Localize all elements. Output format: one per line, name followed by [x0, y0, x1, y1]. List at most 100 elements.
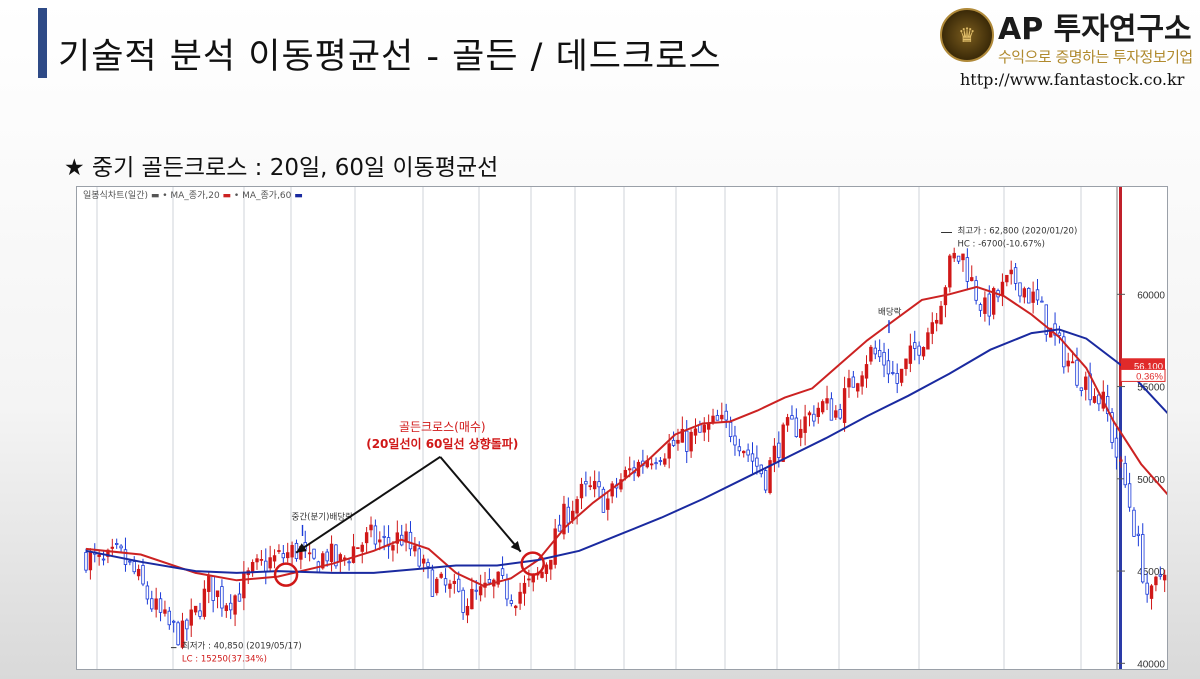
candle-body: [886, 360, 891, 375]
callout-title: 골든크로스(매수): [399, 420, 486, 434]
current-change-label: 0.36%: [1136, 371, 1163, 382]
candle-body: [540, 571, 544, 578]
candle-body: [908, 345, 913, 364]
candle-body: [869, 346, 873, 362]
candle-body: [706, 423, 711, 430]
candle-body: [312, 548, 316, 559]
legend-entry: • MA_종가,60: [231, 190, 292, 201]
candle-body: [781, 424, 785, 462]
candle-body: [237, 593, 242, 602]
y-tick-label: 40000: [1137, 659, 1165, 669]
current-change-tag: [1120, 368, 1166, 382]
candle-body: [522, 582, 527, 594]
y-tick-label: 45000: [1137, 567, 1165, 578]
candle-body: [110, 546, 115, 549]
candle-body: [325, 551, 329, 562]
candle-body: [693, 428, 698, 436]
candle-body: [790, 415, 794, 420]
candle-body: [728, 422, 733, 438]
candle-body: [101, 558, 106, 561]
legend-swatch: ▬: [148, 191, 159, 201]
section-subtitle: ★ 중기 골든크로스 : 20일, 60일 이동평균선: [64, 155, 499, 181]
candle-body: [926, 332, 930, 350]
candle-body: [154, 598, 158, 610]
candle-body: [360, 544, 364, 552]
candle-body: [553, 528, 557, 565]
candle-body: [250, 562, 255, 573]
candle-body: [193, 605, 198, 613]
candle-body: [566, 506, 571, 524]
candle-body: [185, 619, 189, 630]
callout-arrowhead: [296, 543, 307, 553]
candle-body: [671, 439, 676, 446]
callout-arrow-line: [439, 456, 522, 553]
candle-body: [145, 585, 150, 600]
candle-body: [851, 376, 856, 388]
candle-body: [356, 547, 360, 550]
chart-annotation-text: 최고가 : 62,800 (2020/01/20): [957, 225, 1077, 236]
candle-body: [114, 543, 119, 545]
candle-body: [1136, 533, 1141, 536]
candle-body: [128, 560, 132, 563]
candle-body: [470, 588, 474, 610]
candle-body: [654, 462, 658, 465]
candle-body: [592, 480, 597, 490]
candle-body: [891, 372, 895, 374]
candle-body: [917, 345, 921, 356]
candle-body: [1009, 269, 1013, 275]
chart-annotation-text: 중간(분기)배당락: [292, 511, 354, 522]
candle-body: [799, 428, 803, 438]
candle-body: [1119, 459, 1123, 462]
candle-body: [1158, 574, 1162, 577]
candle-body: [820, 401, 825, 413]
candle-body: [474, 589, 478, 592]
candle-body: [150, 598, 154, 610]
moving-average-line: [85, 328, 1167, 574]
candle-body: [961, 253, 965, 261]
candle-body: [430, 569, 435, 597]
candle-body: [509, 600, 514, 604]
candle-body: [369, 524, 373, 531]
candle-body: [904, 358, 908, 370]
candle-body: [329, 543, 334, 562]
candle-body: [176, 622, 180, 646]
candle-body: [838, 409, 842, 419]
candle-body: [623, 469, 628, 478]
chart-annotations: 중간(분기)배당락 배당락 최고가 : 62,800 (2020/01/20) HC …: [182, 225, 1077, 664]
candle-body: [724, 410, 728, 421]
candle-body: [1013, 267, 1018, 284]
candle-body: [321, 553, 325, 569]
candle-body: [1022, 288, 1027, 298]
candle-body: [715, 415, 720, 421]
candle-body: [711, 415, 715, 423]
candle-body: [1075, 359, 1079, 386]
candle-body: [1123, 462, 1127, 486]
candle-body: [829, 398, 834, 421]
candle-body: [794, 417, 799, 437]
chart-annotation-text: HC : -6700(-10.67%): [957, 239, 1044, 249]
candle-body: [619, 479, 623, 490]
candle-body: [290, 545, 294, 558]
candle-body: [895, 373, 899, 384]
candle-body: [1079, 387, 1084, 391]
candle-body: [970, 277, 974, 282]
candle-body: [965, 257, 970, 282]
candle-body: [255, 558, 259, 563]
golden-cross-marker: [273, 562, 299, 587]
candle-body: [860, 375, 864, 387]
candle-body: [500, 568, 505, 576]
candle-body: [628, 468, 632, 471]
candle-body: [983, 297, 987, 314]
candle-body: [1154, 576, 1158, 586]
candle-body: [465, 605, 470, 616]
candle-body: [272, 555, 277, 562]
candle-body: [1132, 509, 1136, 537]
candle-body: [676, 439, 680, 444]
candle-body: [158, 598, 163, 613]
candle-body: [264, 560, 268, 572]
candle-body: [281, 553, 286, 559]
candle-body: [426, 562, 430, 567]
candle-body: [750, 453, 755, 462]
candle-body: [163, 609, 167, 614]
legend-text: 일봉식차트(일간) ▬ • MA_종가,20 ▬ • MA_종가,60 ▬: [83, 189, 303, 201]
